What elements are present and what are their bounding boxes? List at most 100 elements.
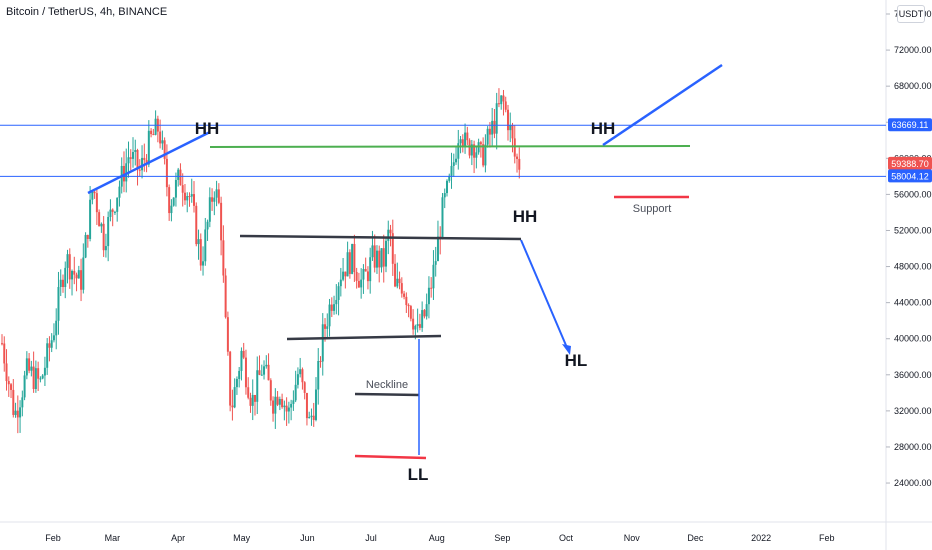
candle-body (102, 223, 105, 251)
candle-body (217, 189, 220, 203)
candle-body (371, 245, 374, 258)
support-line-low (354, 454, 427, 460)
candle-body (39, 378, 42, 380)
y-tick-label: 28000.00 (894, 442, 932, 452)
candle-body (224, 275, 227, 318)
candle-body (104, 246, 107, 251)
candle-body (1, 343, 3, 345)
candle-body (382, 248, 385, 267)
y-tick-label: 68000.00 (894, 81, 932, 91)
candle-body (181, 185, 184, 193)
candle-body (283, 405, 286, 408)
candle-body (312, 415, 315, 420)
candle-body (430, 287, 433, 289)
candle-body (276, 396, 279, 405)
candle-body (168, 187, 171, 214)
candle-body (95, 193, 98, 213)
resistance-price-label-bg (888, 118, 932, 132)
neckline-lower (354, 392, 420, 397)
candle-body (80, 270, 83, 290)
x-tick-label: Aug (429, 533, 445, 543)
candle-body (91, 191, 94, 200)
candle-body (475, 152, 478, 158)
candle-body (256, 370, 259, 402)
candle-body (425, 304, 428, 317)
candle-body (30, 366, 33, 371)
candle-body (111, 209, 114, 212)
candle-body (326, 326, 329, 329)
y-tick-label: 44000.00 (894, 298, 932, 308)
candle-body (150, 130, 153, 135)
candle-body (434, 261, 437, 265)
candle-body (502, 95, 505, 102)
candle-body (260, 374, 263, 376)
candle-body (497, 103, 500, 105)
candle-body (19, 407, 22, 418)
candle-body (445, 180, 448, 194)
candle-body (186, 196, 189, 201)
currency-button[interactable]: USDT (897, 5, 925, 23)
candle-body (193, 194, 196, 206)
candle-body (470, 144, 473, 156)
candle-body (432, 264, 435, 289)
candle-body (226, 317, 229, 352)
y-tick-label: 36000.00 (894, 370, 932, 380)
candle-body (378, 250, 381, 268)
candle-body (479, 142, 482, 145)
candle-body (461, 139, 464, 146)
candle-body (154, 118, 157, 135)
candle-body (177, 169, 180, 180)
candle-body (233, 387, 236, 408)
candle-body (68, 254, 71, 280)
candle-body (328, 304, 331, 327)
candle-body (43, 367, 46, 376)
candle-body (240, 350, 243, 371)
candle-body (495, 103, 498, 134)
candle-body (37, 368, 40, 379)
candle-body (310, 415, 313, 417)
candle-body (303, 382, 306, 393)
chart-title: Bitcoin / TetherUS, 4h, BINANCE (6, 6, 168, 18)
candle-body (147, 130, 150, 165)
candle-body (407, 305, 410, 307)
candle-body (339, 279, 342, 287)
candle-body (55, 320, 58, 336)
candle-body (278, 398, 281, 405)
candle-body (238, 370, 241, 379)
candle-body (335, 299, 338, 305)
candle-body (516, 156, 519, 159)
candle-body (281, 398, 284, 408)
x-tick-label: Feb (819, 533, 835, 543)
candle-body (258, 370, 261, 375)
candle-body (12, 389, 15, 415)
candle-body (423, 310, 426, 317)
label-support: Support (633, 203, 672, 215)
candle-body (16, 410, 19, 418)
candle-body (5, 363, 8, 382)
candle-body (459, 139, 462, 144)
candle-body (229, 351, 232, 406)
candle-body (213, 197, 216, 202)
candle-body (64, 267, 67, 288)
candle-body (518, 158, 521, 170)
candle-body (84, 234, 87, 258)
candle-body (77, 270, 80, 279)
candle-body (86, 234, 89, 239)
candle-body (337, 286, 340, 300)
candle-body (57, 286, 60, 321)
candle-body (265, 364, 268, 367)
candle-body (267, 364, 270, 381)
label-hh-left: HH (195, 119, 220, 138)
candle-body (73, 270, 76, 275)
candle-body (48, 343, 51, 348)
support-price-label: 58004.12 (891, 171, 929, 181)
candle-body (409, 306, 412, 319)
candle-body (206, 221, 209, 230)
candle-body (450, 165, 453, 176)
candle-body (464, 132, 467, 146)
x-tick-label: Jun (300, 533, 315, 543)
candle-body (118, 186, 121, 198)
candle-body (50, 340, 53, 348)
candle-body (263, 366, 266, 375)
